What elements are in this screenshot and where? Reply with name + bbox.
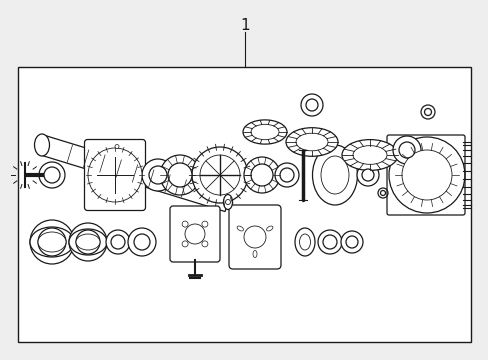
Ellipse shape <box>341 140 397 170</box>
Circle shape <box>44 167 60 183</box>
Ellipse shape <box>237 226 243 231</box>
Circle shape <box>184 224 204 244</box>
Ellipse shape <box>30 227 74 257</box>
Circle shape <box>134 234 150 250</box>
Ellipse shape <box>285 128 337 156</box>
Circle shape <box>69 223 107 261</box>
Circle shape <box>142 159 174 191</box>
Circle shape <box>182 241 188 247</box>
Circle shape <box>128 228 156 256</box>
Ellipse shape <box>295 133 327 151</box>
Circle shape <box>398 142 414 158</box>
Circle shape <box>340 231 362 253</box>
Circle shape <box>280 168 293 182</box>
Circle shape <box>182 221 188 227</box>
Circle shape <box>39 162 65 188</box>
Ellipse shape <box>352 146 386 165</box>
Ellipse shape <box>252 251 257 257</box>
Ellipse shape <box>69 229 107 255</box>
Circle shape <box>106 230 130 254</box>
Circle shape <box>115 144 119 149</box>
Circle shape <box>346 236 357 248</box>
Circle shape <box>392 136 420 164</box>
Circle shape <box>111 235 125 249</box>
Circle shape <box>97 157 133 193</box>
Circle shape <box>168 163 192 187</box>
Circle shape <box>317 230 341 254</box>
Ellipse shape <box>223 194 232 210</box>
Circle shape <box>250 164 272 186</box>
Circle shape <box>225 199 230 204</box>
Circle shape <box>202 241 207 247</box>
FancyBboxPatch shape <box>170 206 220 262</box>
Circle shape <box>377 188 387 198</box>
Circle shape <box>160 155 200 195</box>
Circle shape <box>244 226 265 248</box>
Ellipse shape <box>250 124 279 140</box>
Circle shape <box>76 230 100 254</box>
Circle shape <box>356 164 378 186</box>
Ellipse shape <box>35 134 49 156</box>
Text: 1: 1 <box>240 18 249 32</box>
Circle shape <box>244 157 280 193</box>
Circle shape <box>30 220 74 264</box>
FancyBboxPatch shape <box>84 140 145 211</box>
Circle shape <box>420 105 434 119</box>
Circle shape <box>424 108 430 116</box>
Ellipse shape <box>312 145 357 205</box>
Ellipse shape <box>320 156 348 194</box>
Circle shape <box>323 235 336 249</box>
Circle shape <box>202 221 207 227</box>
Polygon shape <box>39 135 230 212</box>
Circle shape <box>149 166 167 184</box>
Circle shape <box>274 163 298 187</box>
Ellipse shape <box>266 226 272 231</box>
Circle shape <box>192 147 247 203</box>
Bar <box>18 67 470 342</box>
Circle shape <box>38 228 66 256</box>
Circle shape <box>380 190 385 195</box>
Ellipse shape <box>299 234 310 250</box>
FancyBboxPatch shape <box>228 205 281 269</box>
Circle shape <box>361 169 373 181</box>
Circle shape <box>88 148 142 202</box>
Circle shape <box>401 150 451 200</box>
Ellipse shape <box>76 234 100 250</box>
Ellipse shape <box>38 232 66 252</box>
Ellipse shape <box>243 120 286 144</box>
Circle shape <box>301 94 323 116</box>
Circle shape <box>200 155 240 195</box>
Circle shape <box>305 99 317 111</box>
Circle shape <box>388 137 464 213</box>
Ellipse shape <box>294 228 314 256</box>
